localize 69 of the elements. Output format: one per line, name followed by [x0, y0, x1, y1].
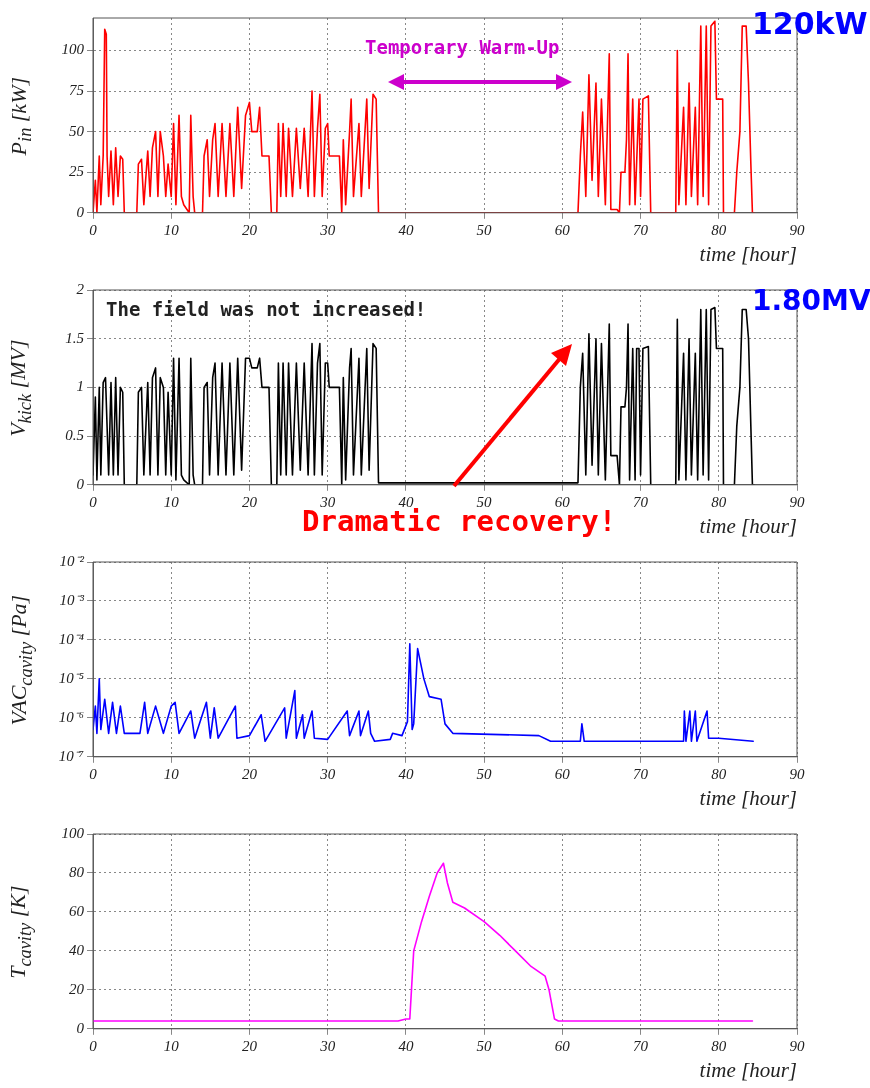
x-tick-label: 90: [789, 493, 805, 510]
y-tick-label: 10⁻⁵: [58, 669, 84, 686]
annotation: 120kW: [752, 6, 868, 41]
x-tick-label: 40: [398, 765, 414, 782]
y-tick-label: 50: [69, 122, 85, 139]
y-tick-label: 40: [69, 941, 85, 958]
x-tick-label: 10: [163, 1037, 180, 1054]
y-tick-label: 10⁻⁶: [58, 708, 84, 725]
y-tick-label: 25: [69, 163, 85, 180]
x-tick-label: 50: [476, 221, 493, 238]
x-tick-label: 10: [163, 765, 180, 782]
x-tick-label: 30: [319, 765, 336, 782]
x-tick-label: 80: [711, 493, 727, 510]
x-tick-label: 70: [633, 221, 649, 238]
x-tick-label: 90: [789, 765, 805, 782]
y-tick-label: 1: [76, 378, 84, 395]
x-tick-label: 80: [711, 1037, 727, 1054]
y-tick-label: 0: [76, 203, 85, 220]
y-tick-label: 10⁻⁷: [58, 747, 84, 764]
x-tick-label: 70: [633, 1037, 649, 1054]
x-tick-label: 10: [163, 221, 180, 238]
x-tick-label: 20: [241, 1037, 258, 1054]
x-tick-label: 0: [89, 493, 98, 510]
x-tick-label: 30: [319, 221, 336, 238]
x-tick-label: 0: [89, 765, 98, 782]
x-tick-label: 70: [633, 765, 649, 782]
y-tick-label: 10⁻²: [59, 552, 85, 569]
x-tick-label: 50: [476, 765, 493, 782]
y-tick-label: 10⁻⁴: [58, 630, 84, 647]
y-tick-label: 75: [69, 81, 85, 98]
x-tick-label: 0: [89, 221, 98, 238]
y-tick-label: 0: [76, 1019, 85, 1036]
x-tick-label: 10: [163, 493, 180, 510]
y-tick-label: 10⁻³: [59, 591, 85, 608]
x-tick-label: 50: [476, 493, 493, 510]
x-tick-label: 80: [711, 765, 727, 782]
x-tick-label: 0: [89, 1037, 98, 1054]
x-tick-label: 60: [554, 765, 571, 782]
x-axis-title: time [hour]: [699, 513, 797, 538]
x-tick-label: 90: [789, 221, 805, 238]
x-axis-title: time [hour]: [699, 1057, 797, 1082]
y-tick-label: 80: [69, 863, 85, 880]
x-tick-label: 40: [398, 221, 414, 238]
x-tick-label: 90: [789, 1037, 805, 1054]
y-tick-label: 60: [69, 902, 85, 919]
x-tick-label: 40: [398, 1037, 414, 1054]
annotation: The field was not increased!: [106, 298, 427, 320]
x-tick-label: 60: [554, 493, 571, 510]
x-tick-label: 70: [633, 493, 649, 510]
y-tick-label: 20: [69, 980, 85, 997]
x-axis-title: time [hour]: [699, 241, 797, 266]
y-tick-label: 0.5: [65, 427, 85, 444]
x-tick-label: 80: [711, 221, 727, 238]
x-tick-label: 30: [319, 1037, 336, 1054]
y-tick-label: 2: [76, 280, 85, 297]
x-tick-label: 20: [241, 765, 258, 782]
x-tick-label: 50: [476, 1037, 493, 1054]
x-tick-label: 20: [241, 493, 258, 510]
annotation: Temporary Warm-Up: [365, 36, 560, 58]
y-tick-label: 1.5: [65, 329, 85, 346]
annotation: 1.80MV: [752, 284, 870, 317]
y-tick-label: 0: [76, 475, 85, 492]
x-tick-label: 60: [554, 1037, 571, 1054]
x-tick-label: 20: [241, 221, 258, 238]
y-tick-label: 100: [61, 824, 85, 841]
x-axis-title: time [hour]: [699, 785, 797, 810]
x-tick-label: 40: [398, 493, 414, 510]
y-tick-label: 100: [61, 41, 85, 58]
x-tick-label: 60: [554, 221, 571, 238]
